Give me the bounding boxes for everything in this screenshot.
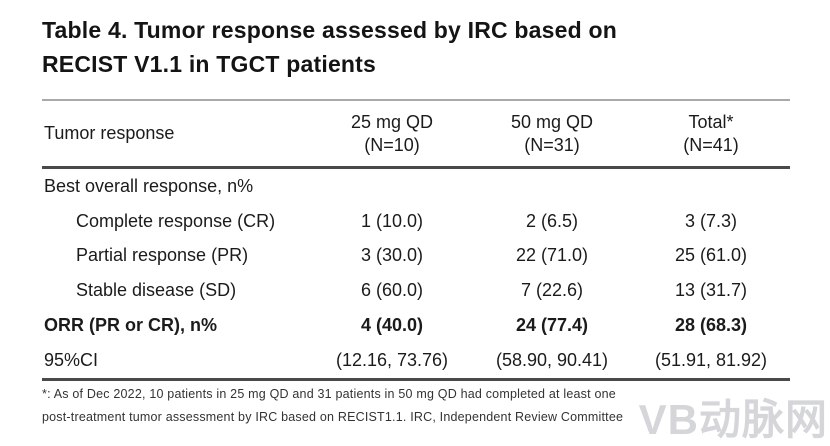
table-cell: 22 (71.0): [515, 245, 589, 266]
table-header-row: Tumor response 25 mg QD (N=10) 50 mg QD …: [42, 101, 790, 166]
table-cell: (12.16, 73.76): [335, 349, 449, 370]
column-header-total: Total* (N=41): [632, 111, 790, 157]
table-cell: 4 (40.0): [360, 315, 424, 336]
table-cell: 3 (7.3): [684, 210, 738, 231]
table-title-line-2: RECIST V1.1 in TGCT patients: [42, 51, 377, 77]
column-header-25mg-qd: 25 mg QD (N=10): [312, 111, 472, 157]
footnote-line-2: post-treatment tumor assessment by IRC b…: [42, 409, 624, 424]
table-cell: (58.90, 90.41): [495, 349, 609, 370]
table-title-line-1: Table 4. Tumor response assessed by IRC …: [42, 17, 617, 43]
row-label: Complete response (CR): [76, 210, 276, 231]
column-header-tumor-response: Tumor response: [44, 123, 175, 143]
table-cell: 28 (68.3): [674, 315, 748, 336]
table-top-rule: [42, 99, 790, 101]
table-row-best-overall-response: Best overall response, n%: [42, 169, 790, 204]
table-cell: 2 (6.5): [525, 210, 579, 231]
table-cell: 1 (10.0): [360, 210, 424, 231]
table-row-complete-response: Complete response (CR) 1 (10.0) 2 (6.5) …: [42, 204, 790, 239]
column-header-25mg-qd-dose: 25 mg QD: [350, 111, 434, 132]
row-label: Partial response (PR): [76, 245, 249, 266]
table-cell: 7 (22.6): [520, 280, 584, 301]
column-header-50mg-qd-n: (N=31): [524, 134, 580, 155]
table-cell: 13 (31.7): [674, 280, 748, 301]
table-title: Table 4. Tumor response assessed by IRC …: [42, 13, 782, 81]
table-cell: 3 (30.0): [360, 245, 424, 266]
table-cell: 6 (60.0): [360, 280, 424, 301]
column-header-25mg-qd-n: (N=10): [364, 134, 420, 155]
row-label: Best overall response, n%: [44, 175, 254, 196]
row-label: 95%CI: [44, 349, 99, 370]
table-row-orr: ORR (PR or CR), n% 4 (40.0) 24 (77.4) 28…: [42, 308, 790, 343]
table-row-95ci: 95%CI (12.16, 73.76) (58.90, 90.41) (51.…: [42, 343, 790, 378]
table-header-rule: [42, 166, 790, 169]
column-header-total-n: (N=41): [683, 134, 739, 155]
table-bottom-rule: [42, 377, 790, 381]
table-body: Best overall response, n% Complete respo…: [42, 169, 790, 378]
tumor-response-table: Tumor response 25 mg QD (N=10) 50 mg QD …: [42, 99, 790, 381]
footnote-line-1: *: As of Dec 2022, 10 patients in 25 mg …: [42, 387, 616, 401]
table-row-partial-response: Partial response (PR) 3 (30.0) 22 (71.0)…: [42, 239, 790, 274]
table-cell: (51.91, 81.92): [654, 349, 768, 370]
table-cell: 24 (77.4): [515, 315, 589, 336]
row-label: Stable disease (SD): [76, 280, 237, 301]
table-cell: 25 (61.0): [674, 245, 748, 266]
table-footnote: *: As of Dec 2022, 10 patients in 25 mg …: [42, 383, 812, 428]
column-header-50mg-qd-dose: 50 mg QD: [510, 111, 594, 132]
table-row-stable-disease: Stable disease (SD) 6 (60.0) 7 (22.6) 13…: [42, 273, 790, 308]
column-header-50mg-qd: 50 mg QD (N=31): [472, 111, 632, 157]
row-label: ORR (PR or CR), n%: [44, 315, 217, 336]
column-header-total-label: Total*: [688, 111, 734, 132]
